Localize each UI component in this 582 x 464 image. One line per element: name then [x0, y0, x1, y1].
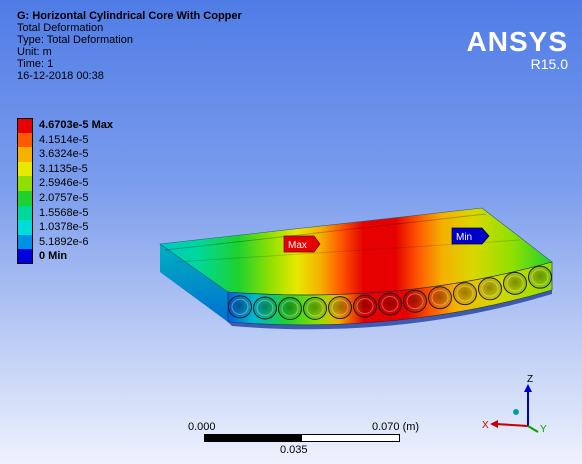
- core-hole-rim: [356, 298, 374, 315]
- legend-value-label: 1.5568e-5: [39, 206, 89, 219]
- result-date: 16-12-2018 00:38: [17, 70, 104, 82]
- core-hole-icon: [303, 296, 327, 320]
- analysis-title: G: Horizontal Cylindrical Core With Copp…: [17, 10, 242, 22]
- y-axis-icon: [527, 425, 539, 433]
- scale-right-label: 0.070 (m): [372, 421, 420, 433]
- triad-y-label: Y: [540, 424, 547, 435]
- legend-value-label: 4.1514e-5: [39, 133, 89, 146]
- triad-origin-icon: [513, 409, 519, 415]
- core-hole-rim: [331, 299, 349, 316]
- core-hole-rim: [531, 269, 549, 286]
- legend-color-swatch: [17, 234, 33, 250]
- core-hole-icon: [403, 289, 427, 313]
- min-probe-flag[interactable]: Min: [451, 227, 490, 245]
- core-hole-rim: [406, 293, 424, 310]
- z-arrowhead-icon: [524, 384, 532, 392]
- core-hole-icon: [228, 295, 252, 319]
- x-arrowhead-icon: [490, 420, 498, 428]
- scale-bar-box: [204, 434, 400, 442]
- scale-mid-label: 0.035: [280, 444, 308, 456]
- legend-value-label: 0 Min: [39, 250, 68, 263]
- legend-color-swatch: [17, 176, 33, 191]
- legend-value-label: 3.6324e-5: [39, 148, 89, 161]
- legend-color-swatch: [17, 147, 33, 162]
- legend-value-label: 1.0378e-5: [39, 221, 89, 234]
- core-hole-icon: [453, 282, 477, 306]
- legend-color-swatch: [17, 190, 33, 206]
- core-hole-icon: [328, 296, 352, 320]
- result-info-block: G: Horizontal Cylindrical Core With Copp…: [17, 10, 242, 82]
- core-hole-rim: [231, 298, 249, 315]
- core-hole-icon: [528, 265, 552, 289]
- core-hole-rim: [381, 296, 399, 312]
- min-flag-label: Min: [456, 232, 472, 243]
- core-hole-rim: [506, 275, 524, 292]
- legend-color-swatch: [17, 205, 33, 221]
- core-hole-icon: [253, 296, 277, 320]
- core-hole-icon: [503, 271, 527, 295]
- legend-color-swatch: [17, 220, 33, 235]
- cylindrical-core-group: [228, 265, 552, 321]
- core-hole-icon: [378, 292, 402, 316]
- logo-brand: ANSYS: [466, 26, 568, 57]
- core-hole-rim: [306, 300, 324, 317]
- result-unit: Unit: m: [17, 46, 52, 58]
- core-hole-rim: [431, 289, 449, 306]
- core-hole-rim: [456, 285, 474, 302]
- scale-bar-filled: [205, 435, 302, 441]
- x-axis-icon: [495, 423, 529, 427]
- core-hole-icon: [353, 294, 377, 318]
- core-hole-rim: [281, 300, 299, 317]
- result-name: Total Deformation: [17, 22, 104, 34]
- triad-z-label: Z: [527, 374, 533, 385]
- core-hole-icon: [478, 277, 502, 301]
- slab-ridge-line: [164, 213, 487, 251]
- legend-value-label: 3.1135e-5: [39, 162, 88, 175]
- legend-color-swatch: [17, 249, 33, 264]
- logo-version: R15.0: [530, 56, 568, 72]
- core-hole-icon: [278, 297, 302, 321]
- legend-value-label: 5.1892e-6: [39, 235, 89, 248]
- slab-bottom-edge: [228, 290, 552, 330]
- triad-x-label: X: [482, 420, 489, 431]
- legend-color-swatch: [17, 161, 33, 177]
- ansys-logo: ANSYS R15.0: [466, 26, 568, 73]
- max-probe-flag[interactable]: Max: [283, 235, 321, 253]
- scale-left-label: 0.000: [188, 421, 216, 433]
- core-hole-rim: [481, 280, 499, 297]
- core-hole-rim: [256, 300, 274, 317]
- max-flag-label: Max: [288, 240, 307, 251]
- legend-value-label: 2.5946e-5: [39, 177, 89, 190]
- result-time: Time: 1: [17, 58, 54, 70]
- legend-color-swatch: [17, 132, 33, 148]
- legend-value-label: 4.6703e-5 Max: [39, 119, 113, 131]
- result-type: Type: Total Deformation: [17, 34, 133, 46]
- slab-left-face: [160, 244, 228, 322]
- core-hole-icon: [428, 286, 452, 310]
- coordinate-triad[interactable]: Z X Y: [480, 368, 560, 438]
- legend-value-label: 2.0757e-5: [39, 191, 89, 204]
- legend-color-swatch: [17, 118, 33, 133]
